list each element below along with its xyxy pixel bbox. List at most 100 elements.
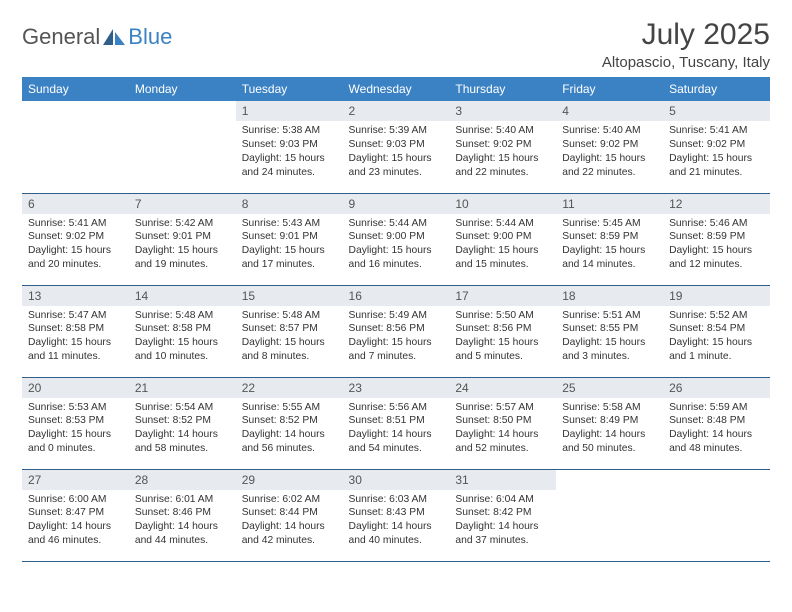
day-number: 5 bbox=[663, 101, 770, 121]
day-cell: 24Sunrise: 5:57 AMSunset: 8:50 PMDayligh… bbox=[449, 377, 556, 469]
day-cell: 4Sunrise: 5:40 AMSunset: 9:02 PMDaylight… bbox=[556, 101, 663, 193]
detail-line: Sunset: 8:59 PM bbox=[669, 230, 764, 244]
day-number: 16 bbox=[343, 286, 450, 306]
day-details: Sunrise: 6:00 AMSunset: 8:47 PMDaylight:… bbox=[22, 490, 129, 553]
detail-line: Sunrise: 6:00 AM bbox=[28, 493, 123, 507]
detail-line: Sunset: 8:59 PM bbox=[562, 230, 657, 244]
detail-line: Daylight: 15 hours bbox=[669, 336, 764, 350]
detail-line: Daylight: 15 hours bbox=[28, 428, 123, 442]
detail-line: Daylight: 15 hours bbox=[562, 336, 657, 350]
detail-line: Sunrise: 5:38 AM bbox=[242, 124, 337, 138]
detail-line: and 44 minutes. bbox=[135, 534, 230, 548]
detail-line: Daylight: 14 hours bbox=[455, 428, 550, 442]
day-cell bbox=[129, 101, 236, 193]
day-cell: 23Sunrise: 5:56 AMSunset: 8:51 PMDayligh… bbox=[343, 377, 450, 469]
day-number: 25 bbox=[556, 378, 663, 398]
day-details: Sunrise: 5:47 AMSunset: 8:58 PMDaylight:… bbox=[22, 306, 129, 369]
day-cell: 16Sunrise: 5:49 AMSunset: 8:56 PMDayligh… bbox=[343, 285, 450, 377]
detail-line: Sunrise: 5:45 AM bbox=[562, 217, 657, 231]
day-cell bbox=[556, 469, 663, 561]
detail-line: Daylight: 14 hours bbox=[669, 428, 764, 442]
detail-line: Sunrise: 5:44 AM bbox=[455, 217, 550, 231]
day-cell: 30Sunrise: 6:03 AMSunset: 8:43 PMDayligh… bbox=[343, 469, 450, 561]
detail-line: Daylight: 14 hours bbox=[455, 520, 550, 534]
detail-line: Sunrise: 6:03 AM bbox=[349, 493, 444, 507]
day-details: Sunrise: 6:03 AMSunset: 8:43 PMDaylight:… bbox=[343, 490, 450, 553]
day-number: 2 bbox=[343, 101, 450, 121]
day-number: 18 bbox=[556, 286, 663, 306]
detail-line: Sunrise: 5:57 AM bbox=[455, 401, 550, 415]
day-number: 17 bbox=[449, 286, 556, 306]
day-details: Sunrise: 5:41 AMSunset: 9:02 PMDaylight:… bbox=[22, 214, 129, 277]
week-row: 27Sunrise: 6:00 AMSunset: 8:47 PMDayligh… bbox=[22, 469, 770, 561]
detail-line: and 16 minutes. bbox=[349, 258, 444, 272]
day-number: 31 bbox=[449, 470, 556, 490]
day-cell: 22Sunrise: 5:55 AMSunset: 8:52 PMDayligh… bbox=[236, 377, 343, 469]
detail-line: Sunset: 8:58 PM bbox=[135, 322, 230, 336]
col-tuesday: Tuesday bbox=[236, 77, 343, 101]
detail-line: Sunrise: 5:56 AM bbox=[349, 401, 444, 415]
detail-line: Sunset: 8:54 PM bbox=[669, 322, 764, 336]
detail-line: Sunset: 8:56 PM bbox=[455, 322, 550, 336]
day-cell: 26Sunrise: 5:59 AMSunset: 8:48 PMDayligh… bbox=[663, 377, 770, 469]
detail-line: Sunset: 8:55 PM bbox=[562, 322, 657, 336]
detail-line: Sunrise: 5:39 AM bbox=[349, 124, 444, 138]
day-cell: 1Sunrise: 5:38 AMSunset: 9:03 PMDaylight… bbox=[236, 101, 343, 193]
day-cell: 5Sunrise: 5:41 AMSunset: 9:02 PMDaylight… bbox=[663, 101, 770, 193]
day-number: 27 bbox=[22, 470, 129, 490]
day-details: Sunrise: 5:43 AMSunset: 9:01 PMDaylight:… bbox=[236, 214, 343, 277]
detail-line: and 50 minutes. bbox=[562, 442, 657, 456]
detail-line: and 58 minutes. bbox=[135, 442, 230, 456]
detail-line: Sunrise: 5:59 AM bbox=[669, 401, 764, 415]
detail-line: Sunrise: 5:48 AM bbox=[242, 309, 337, 323]
day-details: Sunrise: 5:40 AMSunset: 9:02 PMDaylight:… bbox=[449, 121, 556, 184]
day-cell: 15Sunrise: 5:48 AMSunset: 8:57 PMDayligh… bbox=[236, 285, 343, 377]
detail-line: and 40 minutes. bbox=[349, 534, 444, 548]
detail-line: and 7 minutes. bbox=[349, 350, 444, 364]
detail-line: and 14 minutes. bbox=[562, 258, 657, 272]
col-friday: Friday bbox=[556, 77, 663, 101]
day-number: 10 bbox=[449, 194, 556, 214]
location-subtitle: Altopascio, Tuscany, Italy bbox=[602, 54, 770, 71]
detail-line: Daylight: 15 hours bbox=[242, 244, 337, 258]
detail-line: and 23 minutes. bbox=[349, 166, 444, 180]
detail-line: and 22 minutes. bbox=[562, 166, 657, 180]
day-details: Sunrise: 5:54 AMSunset: 8:52 PMDaylight:… bbox=[129, 398, 236, 461]
day-number: 15 bbox=[236, 286, 343, 306]
day-number: 20 bbox=[22, 378, 129, 398]
detail-line: Daylight: 15 hours bbox=[28, 244, 123, 258]
detail-line: and 20 minutes. bbox=[28, 258, 123, 272]
day-details: Sunrise: 5:50 AMSunset: 8:56 PMDaylight:… bbox=[449, 306, 556, 369]
detail-line: Sunrise: 5:49 AM bbox=[349, 309, 444, 323]
week-row: 13Sunrise: 5:47 AMSunset: 8:58 PMDayligh… bbox=[22, 285, 770, 377]
detail-line: Sunrise: 5:44 AM bbox=[349, 217, 444, 231]
day-cell: 29Sunrise: 6:02 AMSunset: 8:44 PMDayligh… bbox=[236, 469, 343, 561]
detail-line: and 52 minutes. bbox=[455, 442, 550, 456]
detail-line: Sunset: 9:02 PM bbox=[562, 138, 657, 152]
day-cell: 28Sunrise: 6:01 AMSunset: 8:46 PMDayligh… bbox=[129, 469, 236, 561]
detail-line: Daylight: 15 hours bbox=[455, 336, 550, 350]
day-details: Sunrise: 5:38 AMSunset: 9:03 PMDaylight:… bbox=[236, 121, 343, 184]
day-number: 6 bbox=[22, 194, 129, 214]
detail-line: Sunrise: 5:46 AM bbox=[669, 217, 764, 231]
day-number: 24 bbox=[449, 378, 556, 398]
day-details: Sunrise: 5:49 AMSunset: 8:56 PMDaylight:… bbox=[343, 306, 450, 369]
detail-line: Sunset: 9:00 PM bbox=[349, 230, 444, 244]
month-title: July 2025 bbox=[602, 18, 770, 52]
detail-line: Sunset: 9:02 PM bbox=[669, 138, 764, 152]
day-number: 7 bbox=[129, 194, 236, 214]
col-monday: Monday bbox=[129, 77, 236, 101]
detail-line: and 21 minutes. bbox=[669, 166, 764, 180]
day-number: 13 bbox=[22, 286, 129, 306]
detail-line: Sunrise: 5:43 AM bbox=[242, 217, 337, 231]
detail-line: Daylight: 14 hours bbox=[562, 428, 657, 442]
detail-line: Sunrise: 6:02 AM bbox=[242, 493, 337, 507]
detail-line: and 56 minutes. bbox=[242, 442, 337, 456]
day-number: 29 bbox=[236, 470, 343, 490]
detail-line: Daylight: 15 hours bbox=[28, 336, 123, 350]
detail-line: Sunrise: 5:50 AM bbox=[455, 309, 550, 323]
day-cell: 7Sunrise: 5:42 AMSunset: 9:01 PMDaylight… bbox=[129, 193, 236, 285]
detail-line: Sunset: 8:46 PM bbox=[135, 506, 230, 520]
day-number: 12 bbox=[663, 194, 770, 214]
day-details: Sunrise: 6:02 AMSunset: 8:44 PMDaylight:… bbox=[236, 490, 343, 553]
